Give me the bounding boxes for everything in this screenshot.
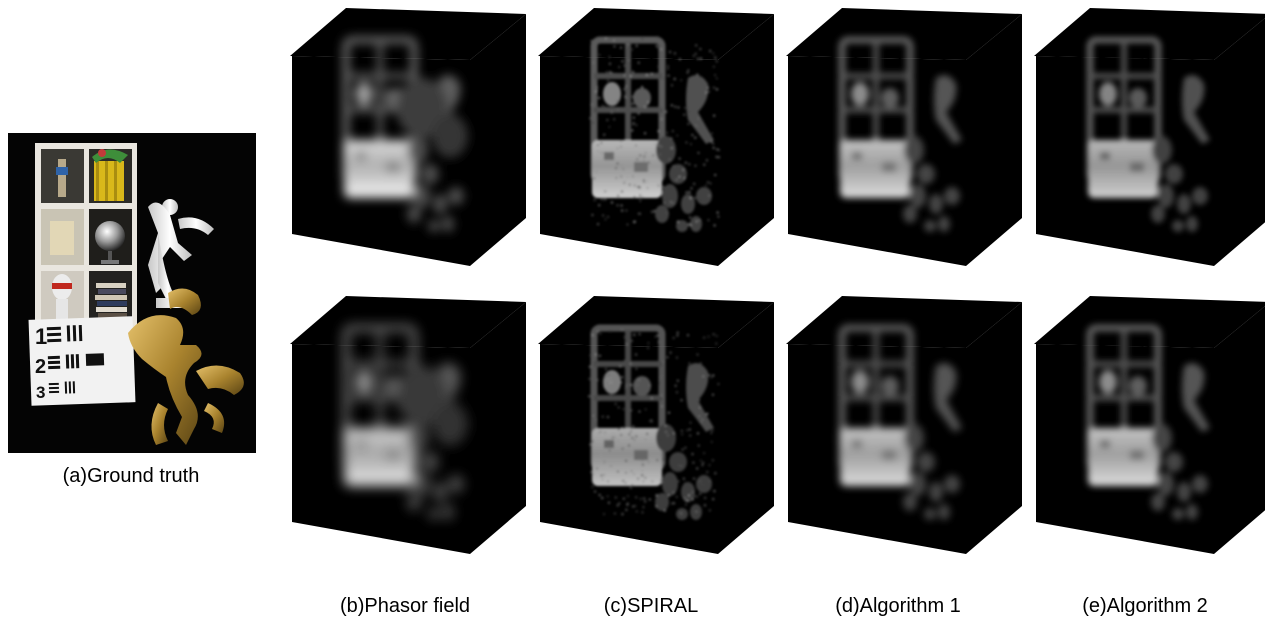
ground-truth-image: 1 2 3: [8, 133, 256, 453]
cube-phasor-field-top: [290, 8, 526, 266]
target-label-2: 2: [35, 356, 46, 378]
cube-algorithm2-top: [1034, 8, 1265, 266]
caption-ground-truth: (a)Ground truth: [62, 465, 200, 487]
caption-phasor-field: (b)Phasor field: [339, 595, 471, 617]
cube-spiral-bottom: [538, 296, 774, 554]
caption-algorithm1: (d)Algorithm 1: [835, 595, 961, 617]
caption-algorithm2: (e)Algorithm 2: [1082, 595, 1208, 617]
cube-algorithm1-bottom: [786, 296, 1022, 554]
cube-spiral-top: [538, 8, 774, 266]
cube-phasor-field-bottom: [290, 296, 526, 554]
target-label-1: 1: [35, 324, 47, 349]
target-label-3: 3: [36, 383, 45, 402]
cube-algorithm1-top: [786, 8, 1022, 266]
caption-spiral: (c)SPIRAL: [603, 595, 699, 617]
cube-algorithm2-bottom: [1034, 296, 1265, 554]
